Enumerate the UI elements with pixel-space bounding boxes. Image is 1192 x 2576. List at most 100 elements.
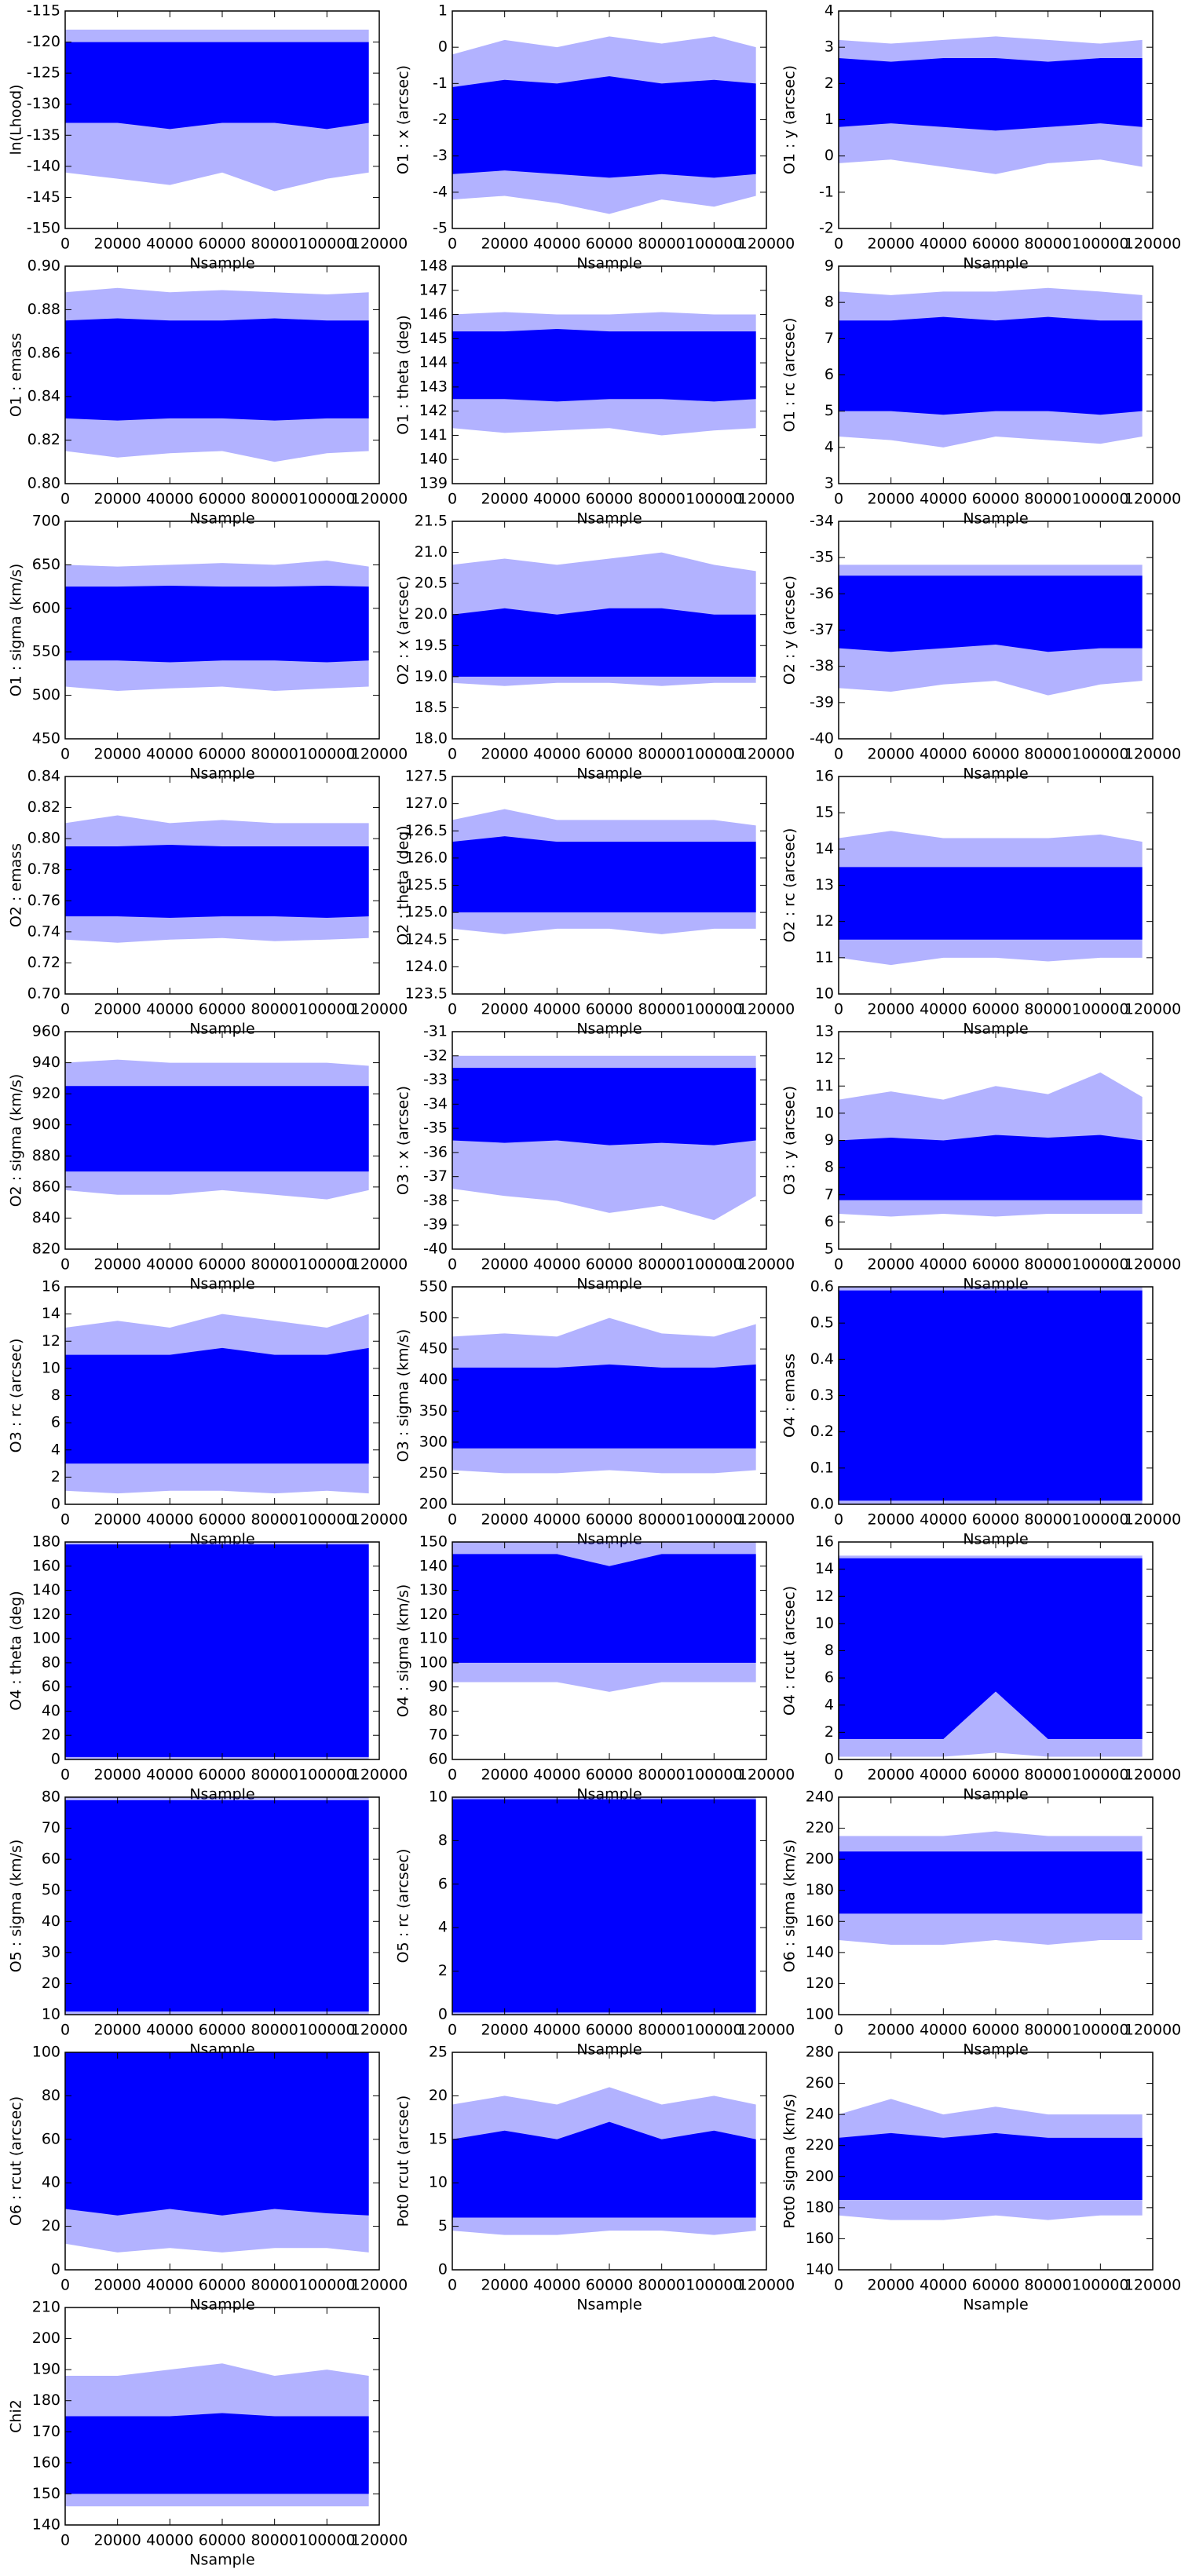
y-tick-label: 70 <box>429 1726 448 1744</box>
sample-core <box>839 1290 1143 1501</box>
x-tick-label: 0 <box>448 1001 457 1018</box>
x-tick-label: 40000 <box>533 2022 580 2039</box>
y-tick-label: 4 <box>438 1919 448 1936</box>
y-tick-label: -33 <box>423 1071 448 1088</box>
x-tick-label: 80000 <box>638 2022 685 2039</box>
x-tick-label: 100000 <box>1072 1001 1129 1018</box>
y-tick-label: -5 <box>433 220 448 237</box>
panel: 140 150 160 170 180 190 200 210 0 20000 40000 60000… <box>8 2299 408 2569</box>
y-tick-label: 500 <box>32 686 60 703</box>
x-tick-label: 60000 <box>972 1767 1019 1784</box>
panel: 0 5 10 15 20 25 0 20000 40000 60000 80000 100000120… <box>395 2044 795 2314</box>
y-tick-label: 10 <box>815 1104 834 1121</box>
x-axis-label: Nsample <box>189 1531 254 1548</box>
y-axis-label: Chi2 <box>8 2399 25 2433</box>
y-tick-label: 0 <box>51 2261 60 2278</box>
x-tick-label: 120000 <box>738 491 795 508</box>
panel: 0 20 40 60 80 100 120 140 160 180 0 20000 40000 60000… <box>8 1533 408 1803</box>
x-tick-label: 40000 <box>920 1001 967 1018</box>
y-tick-label: 200 <box>419 1496 448 1513</box>
panel: 18.0 18.5 19.0 19.5 20.0 20.5 21.0 21.5 0 20000 40… <box>395 513 795 783</box>
x-tick-label: 100000 <box>298 1256 356 1273</box>
y-tick-label: -4 <box>433 183 448 200</box>
y-tick-label: 20 <box>42 1975 60 1992</box>
y-tick-label: 210 <box>32 2299 60 2316</box>
y-tick-label: -40 <box>423 1240 448 1258</box>
x-axis-label: Nsample <box>189 1276 254 1293</box>
x-tick-label: 120000 <box>351 2022 408 2039</box>
x-tick-label: 40000 <box>533 2277 580 2294</box>
y-tick-label: 5 <box>438 2217 448 2234</box>
sample-core <box>65 2052 369 2216</box>
x-tick-label: 100000 <box>298 2532 356 2549</box>
sample-core <box>839 575 1143 652</box>
y-tick-label: 126.0 <box>405 849 448 866</box>
sample-core <box>839 316 1143 415</box>
x-tick-label: 100000 <box>686 236 743 253</box>
y-tick-label: -35 <box>810 549 834 566</box>
y-tick-label: 400 <box>419 1371 448 1388</box>
y-axis-label: O6 : rcut (arcsec) <box>8 2096 25 2226</box>
y-tick-label: 0.4 <box>810 1350 834 1368</box>
y-axis-label: O4 : theta (deg) <box>8 1591 25 1710</box>
y-tick-label: 880 <box>32 1147 60 1164</box>
y-axis-label: O1 : sigma (km/s) <box>8 564 25 697</box>
y-tick-label: 1 <box>825 111 834 128</box>
x-tick-label: 100000 <box>686 1767 743 1784</box>
y-tick-label: 18.5 <box>415 699 448 716</box>
x-tick-label: 120000 <box>1124 1511 1182 1529</box>
x-tick-label: 40000 <box>146 1256 193 1273</box>
panel: 0 2 4 6 8 10 0 20000 40000 60000 80000 100000120000… <box>395 1789 795 2059</box>
y-tick-label: 127.5 <box>405 768 448 785</box>
y-tick-label: -150 <box>27 220 60 237</box>
x-tick-label: 0 <box>448 2022 457 2039</box>
y-axis-label: O2 : sigma (km/s) <box>8 1074 25 1208</box>
y-axis-label: O2 : rc (arcsec) <box>781 828 799 943</box>
x-tick-label: 40000 <box>533 746 580 763</box>
y-tick-label: 0 <box>51 1751 60 1768</box>
x-tick-label: 100000 <box>1072 236 1129 253</box>
x-tick-label: 0 <box>60 1001 70 1018</box>
x-tick-label: 0 <box>60 1767 70 1784</box>
panel: 5 6 7 8 9 10 11 12 13 0 20000 40000 60000 80000 100000… <box>781 1023 1182 1293</box>
y-axis-label: O1 : x (arcsec) <box>395 65 412 174</box>
x-tick-label: 0 <box>60 2532 70 2549</box>
sample-core <box>65 585 369 663</box>
x-tick-label: 0 <box>448 1256 457 1273</box>
x-tick-label: 0 <box>60 491 70 508</box>
sample-core <box>452 329 756 402</box>
y-tick-label: -3 <box>433 147 448 164</box>
panel: 10 11 12 13 14 15 16 0 20000 40000 60000 80000 10000… <box>781 768 1182 1038</box>
y-tick-label: 80 <box>42 1653 60 1671</box>
y-tick-label: 123.5 <box>405 985 448 1003</box>
x-tick-label: 20000 <box>867 2277 914 2294</box>
x-tick-label: 40000 <box>920 1256 967 1273</box>
y-axis-label: O1 : rc (arcsec) <box>781 318 799 433</box>
x-axis-label: Nsample <box>576 765 642 783</box>
panel: 139 140 141 142 143 144 145 146 147 148 0 20000 4000… <box>395 258 795 528</box>
y-tick-label: -37 <box>810 621 834 638</box>
x-tick-label: 100000 <box>298 1511 356 1529</box>
y-tick-label: -135 <box>27 126 60 144</box>
panel: 0.80 0.82 0.84 0.86 0.88 0.90 0 20000 40000 60000… <box>8 258 408 528</box>
x-tick-label: 20000 <box>93 236 141 253</box>
y-tick-label: 5 <box>825 1240 834 1258</box>
y-tick-label: 450 <box>32 730 60 747</box>
y-tick-label: 60 <box>429 1751 448 1768</box>
sample-core <box>65 845 369 919</box>
y-tick-label: 280 <box>806 2044 834 2061</box>
x-axis-label: Nsample <box>963 2041 1028 2059</box>
y-tick-label: 142 <box>419 402 448 419</box>
x-tick-label: 40000 <box>146 746 193 763</box>
y-tick-label: -2 <box>819 220 834 237</box>
sample-core <box>452 2121 756 2218</box>
y-tick-label: 19.5 <box>415 637 448 654</box>
y-tick-label: 12 <box>815 1588 834 1605</box>
y-tick-label: 170 <box>32 2423 60 2440</box>
y-tick-label: 10 <box>815 985 834 1003</box>
y-axis-label: O4 : rcut (arcsec) <box>781 1586 799 1716</box>
x-tick-label: 100000 <box>298 491 356 508</box>
y-tick-label: 840 <box>32 1209 60 1226</box>
y-tick-label: 0.82 <box>27 798 60 816</box>
